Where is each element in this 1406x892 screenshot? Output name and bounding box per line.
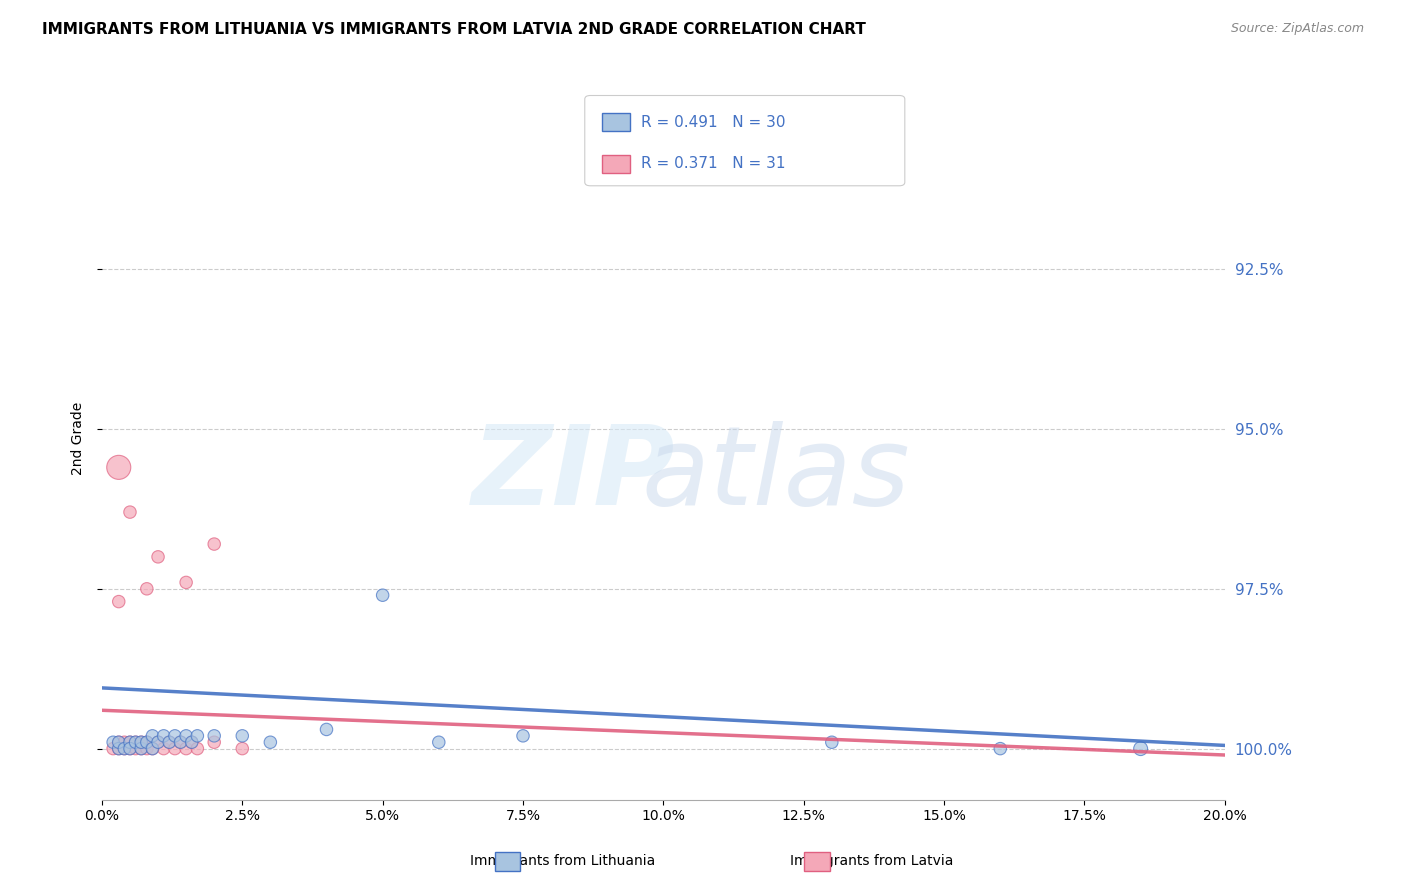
Point [174, 741, 197, 756]
Point [124, 741, 146, 756]
Point [112, 741, 135, 756]
Point [169, 735, 191, 749]
Point [169, 735, 191, 749]
Point [101, 735, 124, 749]
Point [124, 735, 146, 749]
Point [118, 741, 141, 756]
Point [202, 537, 225, 551]
Point [112, 741, 135, 756]
Point [988, 741, 1011, 756]
Point [186, 729, 208, 743]
Text: ZIP: ZIP [472, 421, 675, 528]
Point [371, 588, 394, 602]
Point [174, 575, 197, 590]
Point [135, 735, 157, 749]
Text: atlas: atlas [641, 421, 910, 528]
Point [118, 505, 141, 519]
Point [135, 582, 157, 596]
Point [152, 741, 174, 756]
Point [107, 741, 129, 756]
Point [107, 460, 129, 475]
Point [135, 741, 157, 756]
Point [427, 735, 450, 749]
Point [163, 741, 186, 756]
Point [107, 735, 129, 749]
Point [101, 741, 124, 756]
Point [186, 741, 208, 756]
Point [174, 729, 197, 743]
Point [129, 741, 152, 756]
Text: Source: ZipAtlas.com: Source: ZipAtlas.com [1230, 22, 1364, 36]
Point [107, 741, 129, 756]
Point [146, 549, 169, 564]
Text: Immigrants from Latvia: Immigrants from Latvia [790, 854, 953, 868]
Point [180, 735, 202, 749]
Point [202, 729, 225, 743]
Point [146, 735, 169, 749]
Point [163, 729, 186, 743]
Point [129, 735, 152, 749]
Point [141, 741, 163, 756]
Point [231, 741, 253, 756]
Point [157, 735, 180, 749]
Point [146, 735, 169, 749]
Text: R = 0.491   N = 30: R = 0.491 N = 30 [641, 115, 786, 130]
Point [157, 735, 180, 749]
Text: IMMIGRANTS FROM LITHUANIA VS IMMIGRANTS FROM LATVIA 2ND GRADE CORRELATION CHART: IMMIGRANTS FROM LITHUANIA VS IMMIGRANTS … [42, 22, 866, 37]
Point [107, 735, 129, 749]
Text: Immigrants from Lithuania: Immigrants from Lithuania [470, 854, 655, 868]
FancyBboxPatch shape [602, 113, 630, 131]
FancyBboxPatch shape [585, 95, 905, 186]
Point [129, 741, 152, 756]
Point [118, 735, 141, 749]
Point [141, 729, 163, 743]
Point [315, 723, 337, 737]
Point [124, 735, 146, 749]
Text: R = 0.371   N = 31: R = 0.371 N = 31 [641, 156, 786, 171]
Point [118, 741, 141, 756]
Point [118, 735, 141, 749]
Point [135, 735, 157, 749]
Point [231, 729, 253, 743]
Point [152, 729, 174, 743]
Point [512, 729, 534, 743]
Point [821, 735, 844, 749]
Point [202, 735, 225, 749]
Point [141, 741, 163, 756]
Point [129, 735, 152, 749]
Point [107, 594, 129, 608]
Point [259, 735, 281, 749]
Point [112, 735, 135, 749]
Point [180, 735, 202, 749]
Y-axis label: 2nd Grade: 2nd Grade [72, 402, 86, 475]
Point [1129, 741, 1152, 756]
FancyBboxPatch shape [602, 155, 630, 173]
